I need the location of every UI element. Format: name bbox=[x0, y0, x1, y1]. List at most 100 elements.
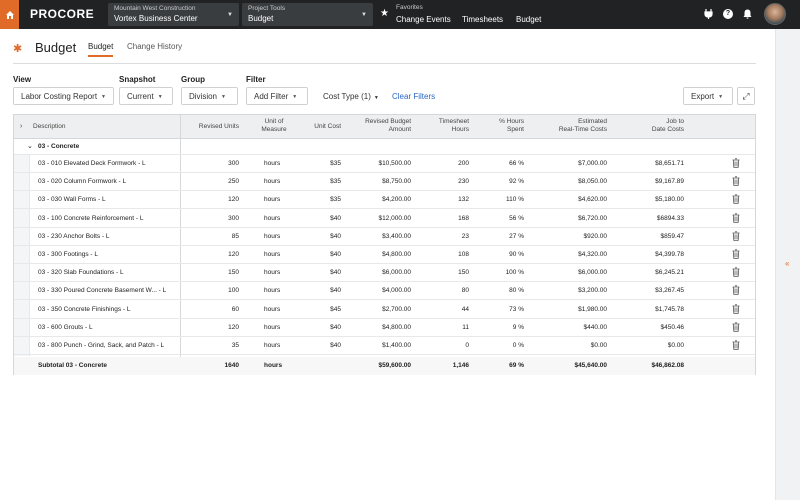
cell-job-to-date: $3,267.45 bbox=[655, 287, 684, 295]
snapshot-select[interactable]: Current ▼ bbox=[119, 87, 173, 105]
help-icon[interactable]: ? bbox=[723, 9, 733, 19]
col-unit-of-measure[interactable]: Unit of Measure bbox=[254, 118, 294, 134]
cell-hours-spent: 110 % bbox=[506, 196, 524, 204]
table-row[interactable]: 03 - 330 Poured Concrete Basement W... -… bbox=[14, 282, 755, 301]
col-unit-cost[interactable]: Unit Cost bbox=[314, 123, 341, 130]
cell-unit-of-measure: hours bbox=[264, 178, 281, 186]
cell-description: 03 - 320 Slab Foundations - L bbox=[38, 269, 124, 277]
cell-revised-budget: $12,000.00 bbox=[378, 214, 411, 222]
cell-revised-units: 35 bbox=[231, 342, 239, 349]
trash-icon[interactable] bbox=[732, 158, 740, 170]
table-row[interactable]: 03 - 800 Punch - Grind, Sack, and Patch … bbox=[14, 337, 755, 355]
add-filter-select[interactable]: Add Filter ▼ bbox=[246, 87, 308, 105]
expand-panel-icon[interactable]: « bbox=[785, 259, 790, 268]
cell-revised-units: 250 bbox=[228, 178, 239, 186]
chevron-down-icon: ▼ bbox=[221, 93, 226, 100]
tab-budget[interactable]: Budget bbox=[88, 42, 114, 57]
table-row[interactable]: 03 - 100 Concrete Reinforcement - L 300 ho… bbox=[14, 210, 755, 228]
cell-timesheet-hours: 80 bbox=[461, 287, 469, 295]
trash-icon[interactable] bbox=[732, 322, 740, 334]
cell-timesheet-hours: 44 bbox=[461, 305, 469, 313]
collapse-icon[interactable]: ⌄ bbox=[27, 143, 33, 150]
cell-hours-spent: 9 % bbox=[512, 323, 524, 331]
cell-revised-budget: $6,000.00 bbox=[382, 269, 411, 277]
tab-change-history[interactable]: Change History bbox=[127, 42, 183, 51]
company-selector[interactable]: Mountain West Construction Vortex Busine… bbox=[108, 3, 239, 26]
trash-icon[interactable] bbox=[732, 303, 740, 316]
cell-unit-of-measure: hours bbox=[264, 269, 281, 277]
cell-timesheet-hours: 150 bbox=[458, 269, 469, 277]
col-description[interactable]: Description bbox=[33, 123, 66, 130]
col-job-to-date[interactable]: Job to Date Costs bbox=[634, 118, 684, 134]
group-row[interactable]: ⌄ 03 - Concrete bbox=[14, 139, 755, 155]
col-timesheet-hours[interactable]: Timesheet Hours bbox=[424, 118, 469, 134]
trash-icon[interactable] bbox=[732, 285, 740, 297]
cell-revised-units: 85 bbox=[231, 232, 239, 240]
chevron-down-icon: ▼ bbox=[373, 95, 379, 101]
cell-unit-cost: $35 bbox=[330, 178, 341, 186]
cost-type-value: Cost Type (1) bbox=[323, 92, 371, 101]
table-row[interactable]: 03 - 320 Slab Foundations - L 150 hours $40… bbox=[14, 264, 755, 283]
col-uom-line1: Unit of bbox=[264, 118, 284, 125]
table-row[interactable]: 03 - 300 Footings - L 120 hours $40 $4,800.0… bbox=[14, 246, 755, 264]
trash-icon[interactable] bbox=[732, 249, 740, 261]
table-row[interactable]: 03 - 010 Elevated Deck Formwork - L 300 ho… bbox=[14, 155, 755, 173]
table-row[interactable]: 03 - 030 Wall Forms - L 120 hours $35 $4,200… bbox=[14, 191, 755, 210]
subtotal-hours-spent: 69 % bbox=[509, 362, 524, 369]
cell-timesheet-hours: 0 bbox=[465, 342, 469, 349]
table-header: › Description Revised Units Unit of Measu… bbox=[14, 115, 755, 139]
favorite-budget[interactable]: Budget bbox=[516, 15, 542, 24]
cell-unit-of-measure: hours bbox=[264, 196, 281, 204]
trash-icon[interactable] bbox=[732, 340, 740, 352]
group-select[interactable]: Division ▼ bbox=[181, 87, 238, 105]
trash-icon[interactable] bbox=[732, 176, 740, 188]
col-revised-budget[interactable]: Revised Budget Amount bbox=[354, 118, 411, 134]
cell-revised-units: 120 bbox=[228, 323, 239, 331]
expand-all-icon[interactable]: › bbox=[20, 123, 23, 130]
cell-job-to-date: $8,651.71 bbox=[655, 160, 684, 167]
table-row[interactable]: 03 - 020 Column Formwork - L 250 hours $35 $… bbox=[14, 173, 755, 192]
trash-icon[interactable] bbox=[732, 212, 740, 225]
bell-icon[interactable] bbox=[743, 9, 752, 21]
col-revised-units[interactable]: Revised Units bbox=[198, 123, 239, 130]
cell-job-to-date: $6894.33 bbox=[656, 214, 684, 222]
cell-unit-cost: $40 bbox=[330, 342, 341, 349]
cell-job-to-date: $859.47 bbox=[660, 232, 685, 240]
fullscreen-button[interactable]: ⤢ bbox=[737, 87, 755, 105]
cell-timesheet-hours: 23 bbox=[461, 232, 469, 240]
view-value: Labor Costing Report bbox=[21, 92, 98, 101]
favorite-change-events[interactable]: Change Events bbox=[396, 15, 451, 24]
cost-type-filter[interactable]: Cost Type (1) ▼ bbox=[323, 92, 379, 101]
col-estimated-costs[interactable]: Estimated Real-Time Costs bbox=[544, 118, 607, 134]
cell-description: 03 - 300 Footings - L bbox=[38, 251, 98, 258]
cell-timesheet-hours: 230 bbox=[458, 178, 469, 186]
procore-logo[interactable]: PROCORE bbox=[30, 7, 95, 21]
cell-description: 03 - 230 Anchor Bolts - L bbox=[38, 232, 110, 240]
star-icon[interactable]: ★ bbox=[380, 8, 389, 19]
cell-revised-budget: $4,800.00 bbox=[382, 323, 411, 331]
cell-estimated-costs: $4,620.00 bbox=[578, 196, 607, 204]
home-button[interactable] bbox=[0, 0, 19, 29]
project-tools-selector[interactable]: Project Tools Budget ▼ bbox=[242, 3, 373, 26]
favorite-timesheets[interactable]: Timesheets bbox=[462, 15, 504, 24]
cell-estimated-costs: $1,980.00 bbox=[578, 305, 607, 313]
trash-icon[interactable] bbox=[732, 231, 740, 243]
view-select[interactable]: Labor Costing Report ▼ bbox=[13, 87, 114, 105]
trash-icon[interactable] bbox=[732, 194, 740, 206]
plug-icon[interactable] bbox=[704, 9, 713, 21]
cell-estimated-costs: $3,200.00 bbox=[578, 287, 607, 295]
avatar[interactable] bbox=[764, 3, 786, 25]
clear-filters-link[interactable]: Clear Filters bbox=[392, 92, 436, 101]
company-name: Mountain West Construction bbox=[114, 5, 196, 12]
cell-revised-budget: $10,500.00 bbox=[378, 160, 411, 167]
export-button[interactable]: Export ▼ bbox=[683, 87, 733, 105]
col-hours-spent[interactable]: % Hours Spent bbox=[486, 118, 524, 134]
table-row[interactable]: 03 - 230 Anchor Bolts - L 85 hours $40 $3,40… bbox=[14, 228, 755, 246]
cell-hours-spent: 90 % bbox=[509, 251, 524, 258]
cell-unit-of-measure: hours bbox=[264, 160, 281, 167]
col-est-line1: Estimated bbox=[578, 118, 607, 125]
table-row[interactable]: 03 - 350 Concrete Finishings - L 60 hours $… bbox=[14, 301, 755, 319]
trash-icon[interactable] bbox=[732, 267, 740, 279]
table-row[interactable]: 03 - 600 Grouts - L 120 hours $40 $4,800.00 1… bbox=[14, 319, 755, 337]
cell-description: 03 - 100 Concrete Reinforcement - L bbox=[38, 214, 144, 222]
